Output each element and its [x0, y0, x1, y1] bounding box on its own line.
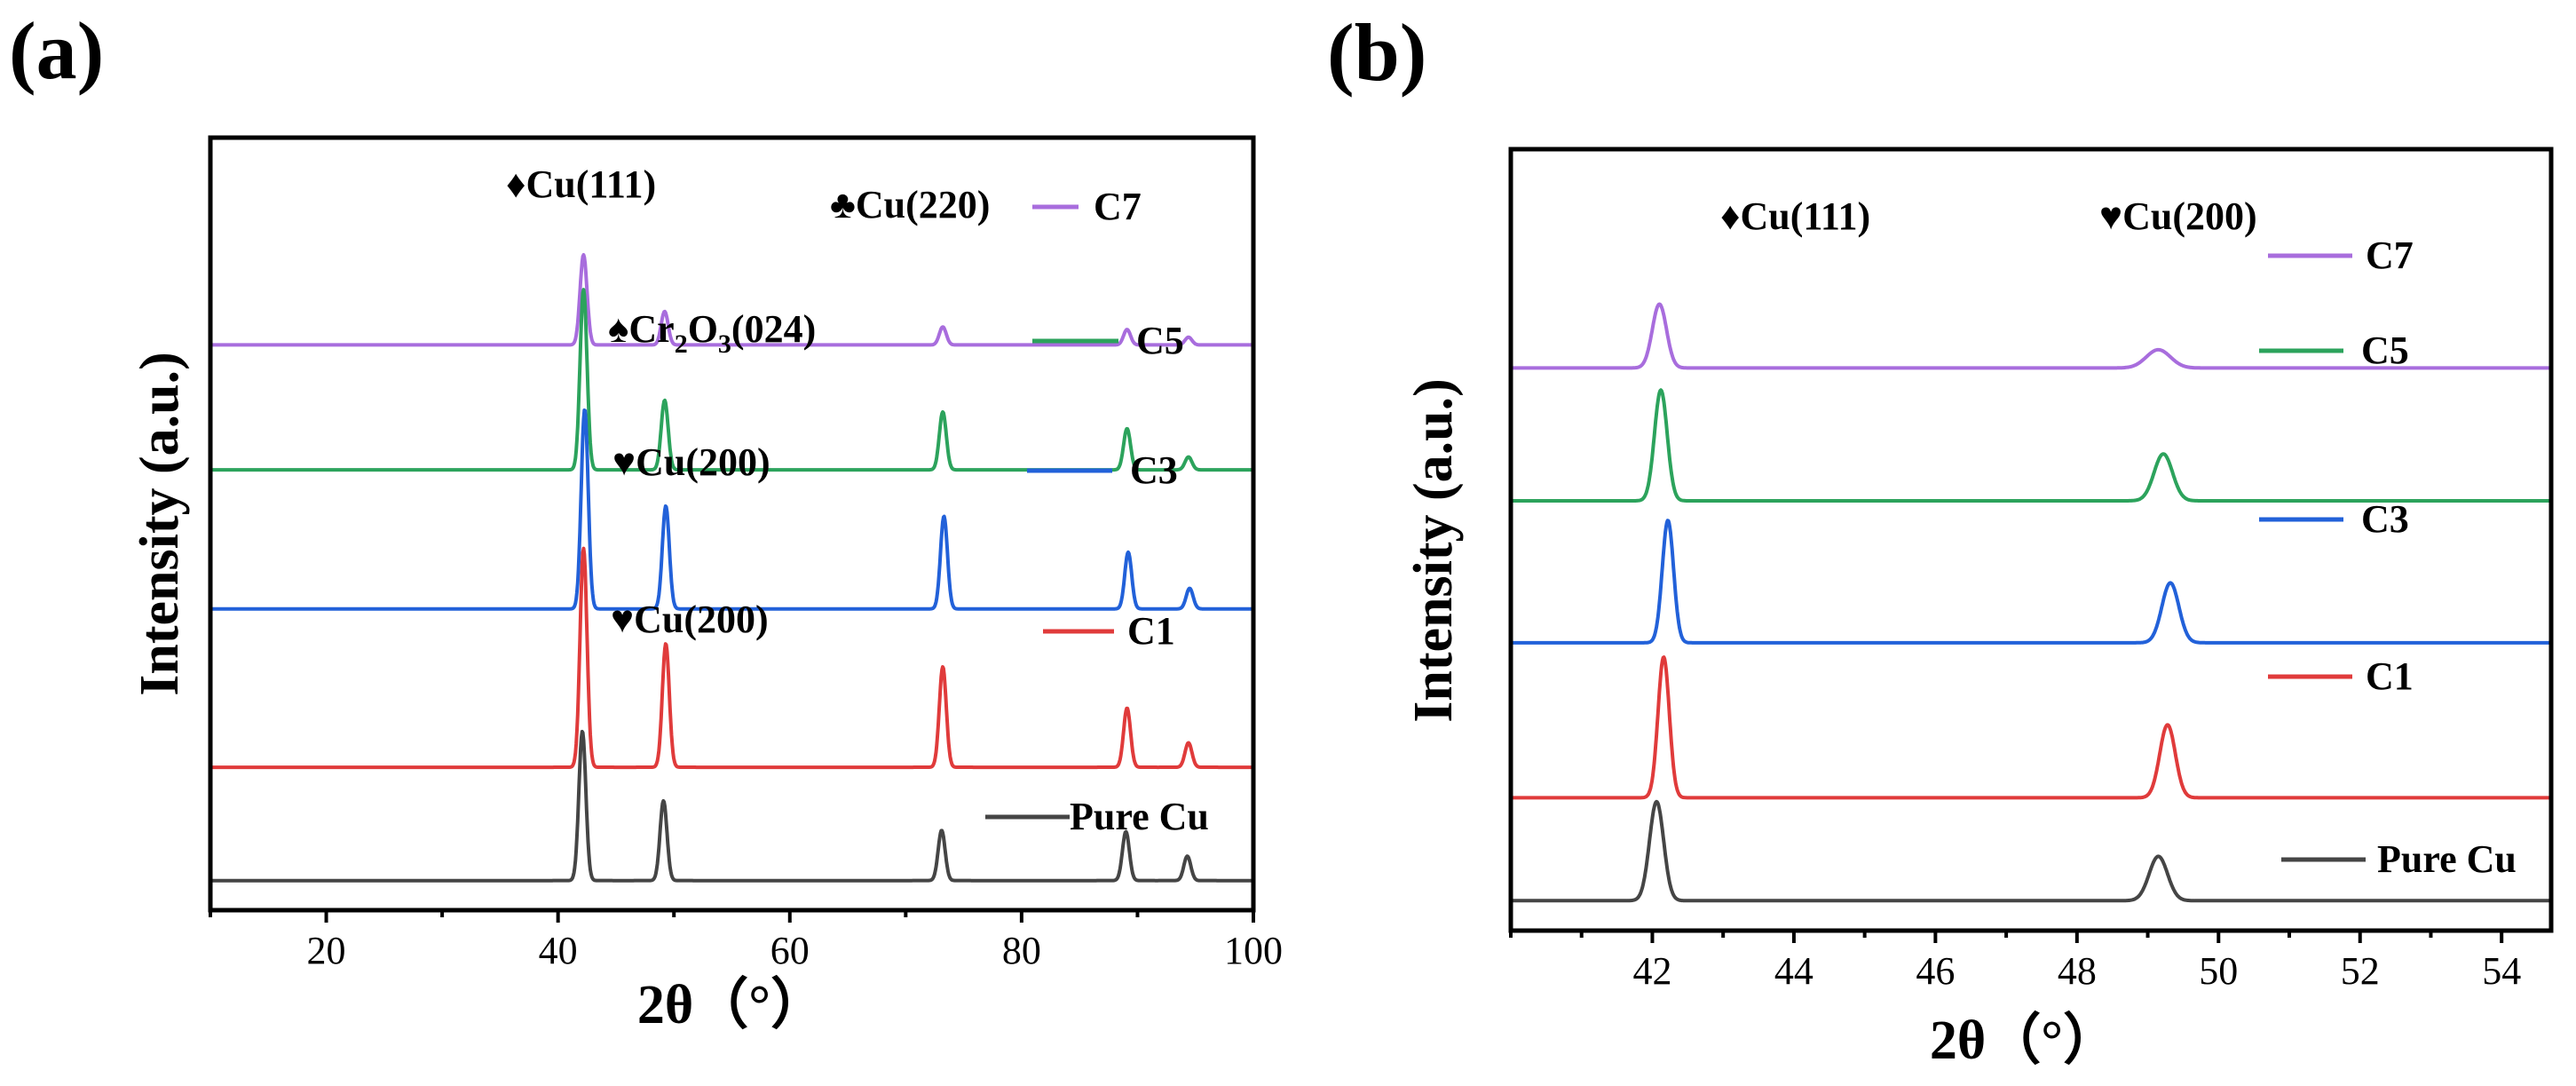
annotation-cu200-c3: ♥Cu(200)	[612, 440, 770, 484]
panel-b: (b) 42 44 46 48 50 52 54 2θ（°） Intensity (a.u.…	[1327, 7, 2554, 1071]
b-x-tick-label-54: 54	[2482, 949, 2521, 993]
series-label-c7-b: C7	[2366, 234, 2414, 277]
annotation-cu111: ♦Cu(111)	[506, 163, 656, 206]
a-x-tick-label-20: 20	[307, 929, 346, 972]
panel-a-frame	[208, 135, 1256, 913]
panel-a: (a) 20 40 60 80 100 2θ（°） Intensity (a.u.) C…	[9, 5, 1283, 1035]
series-label-c3-b: C3	[2361, 497, 2409, 541]
panel-a-x-ticks: 20 40 60 80 100	[209, 910, 1283, 972]
annotation-cu200-b: ♥Cu(200)	[2099, 194, 2257, 238]
panel-a-x-axis-title: 2θ（°）	[637, 973, 826, 1035]
annotation-cu220: ♣Cu(220)	[830, 183, 990, 226]
a-x-tick-label-80: 80	[1002, 929, 1041, 972]
panel-b-x-ticks: 42 44 46 48 50 52 54	[1509, 931, 2521, 993]
b-series-line-c7	[1509, 302, 2553, 370]
series-label-pure-cu: Pure Cu	[1070, 795, 1209, 838]
panel-b-frame	[1508, 147, 2554, 933]
a-series-line-c7	[209, 253, 1255, 347]
panel-a-series-labels: C7 C5 C3 C1 Pure Cu	[985, 185, 1209, 838]
series-label-pure-cu-b: Pure Cu	[2377, 837, 2517, 881]
panel-a-y-axis-title: Intensity (a.u.)	[130, 352, 190, 696]
b-series-line-c5	[1509, 388, 2553, 503]
a-series-line-c1	[209, 546, 1255, 770]
a-x-tick-label-40: 40	[539, 929, 578, 972]
b-x-tick-label-46: 46	[1916, 949, 1955, 993]
b-series-line-c3	[1509, 519, 2553, 645]
b-x-tick-label-42: 42	[1632, 949, 1671, 993]
a-x-tick-label-100: 100	[1224, 929, 1283, 972]
panel-b-annotations: ♦Cu(111) ♥Cu(200)	[1720, 194, 2257, 238]
b-series-line-pure-cu	[1509, 799, 2553, 903]
panel-b-series-labels: C7 C5 C3 C1 Pure Cu	[2259, 234, 2517, 881]
panel-b-x-axis-title: 2θ（°）	[1930, 1009, 2118, 1071]
a-x-tick-label-60: 60	[770, 929, 810, 972]
series-label-c5-b: C5	[2361, 329, 2409, 372]
annotation-cr2o3-024: ♠Cr2O3(024)	[608, 307, 816, 359]
b-x-tick-label-44: 44	[1774, 949, 1813, 993]
a-series-line-c3	[209, 408, 1255, 611]
series-label-c5: C5	[1136, 319, 1184, 362]
series-label-c1: C1	[1127, 609, 1175, 653]
a-series-line-pure-cu	[209, 729, 1255, 883]
b-x-tick-label-52: 52	[2341, 949, 2380, 993]
panel-a-annotations: ♦Cu(111) ♣Cu(220) ♠Cr2O3(024) ♥Cu(200) ♥…	[506, 163, 990, 641]
series-label-c7: C7	[1094, 185, 1142, 228]
annotation-cu200-c1: ♥Cu(200)	[611, 598, 769, 641]
series-label-c3: C3	[1130, 448, 1178, 492]
panel-b-plot-area	[1509, 302, 2553, 903]
annotation-cu111-b: ♦Cu(111)	[1720, 194, 1870, 238]
panel-a-label: (a)	[9, 5, 104, 96]
b-series-line-c1	[1509, 655, 2553, 800]
panel-b-y-axis-title: Intensity (a.u.)	[1403, 378, 1464, 723]
b-x-tick-label-50: 50	[2199, 949, 2238, 993]
panel-b-label: (b)	[1327, 7, 1426, 98]
series-label-c1-b: C1	[2366, 654, 2414, 698]
b-x-tick-label-48: 48	[2058, 949, 2097, 993]
